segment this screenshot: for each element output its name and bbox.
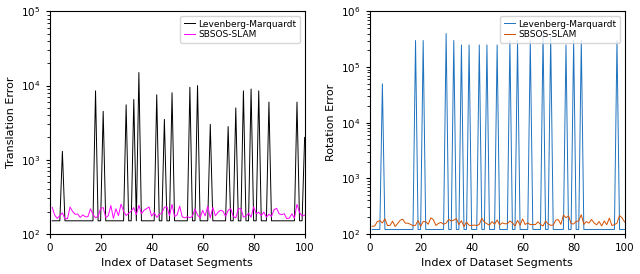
Levenberg-Marquardt: [301, 136, 308, 139]
SBSOS-SLAM: [419, 220, 427, 223]
SBSOS-SLAM: [621, 221, 628, 224]
Levenberg-Marquardt: [417, 228, 424, 231]
Levenberg-Marquardt: [283, 219, 291, 222]
SBSOS-SLAM: [293, 203, 301, 206]
SBSOS-SLAM: [99, 206, 107, 209]
X-axis label: Index of Dataset Segments: Index of Dataset Segments: [101, 258, 253, 269]
SBSOS-SLAM: [577, 213, 585, 216]
SBSOS-SLAM: [501, 222, 509, 226]
SBSOS-SLAM: [369, 225, 376, 228]
SBSOS-SLAM: [391, 225, 399, 228]
SBSOS-SLAM: [605, 216, 613, 220]
Line: SBSOS-SLAM: SBSOS-SLAM: [52, 204, 305, 219]
Y-axis label: Translation Error: Translation Error: [6, 77, 15, 169]
SBSOS-SLAM: [285, 216, 293, 220]
Levenberg-Marquardt: [603, 228, 611, 231]
SBSOS-SLAM: [613, 221, 621, 225]
Line: SBSOS-SLAM: SBSOS-SLAM: [372, 215, 625, 227]
Levenberg-Marquardt: [501, 228, 509, 231]
Levenberg-Marquardt: [442, 32, 450, 35]
Legend: Levenberg-Marquardt, SBSOS-SLAM: Levenberg-Marquardt, SBSOS-SLAM: [180, 16, 300, 43]
Line: Levenberg-Marquardt: Levenberg-Marquardt: [372, 34, 625, 229]
Levenberg-Marquardt: [427, 228, 435, 231]
SBSOS-SLAM: [204, 204, 212, 208]
Y-axis label: Rotation Error: Rotation Error: [326, 84, 335, 161]
Levenberg-Marquardt: [135, 71, 143, 74]
Line: Levenberg-Marquardt: Levenberg-Marquardt: [52, 73, 305, 221]
Levenberg-Marquardt: [49, 219, 56, 222]
SBSOS-SLAM: [429, 218, 437, 221]
Levenberg-Marquardt: [522, 228, 529, 231]
Levenberg-Marquardt: [611, 228, 618, 231]
X-axis label: Index of Dataset Segments: Index of Dataset Segments: [421, 258, 573, 269]
SBSOS-SLAM: [109, 217, 117, 220]
Levenberg-Marquardt: [369, 228, 376, 231]
SBSOS-SLAM: [301, 213, 308, 217]
SBSOS-SLAM: [522, 223, 529, 226]
Levenberg-Marquardt: [107, 219, 115, 222]
Levenberg-Marquardt: [621, 228, 628, 231]
Levenberg-Marquardt: [97, 219, 104, 222]
SBSOS-SLAM: [117, 202, 125, 206]
Levenberg-Marquardt: [202, 219, 209, 222]
SBSOS-SLAM: [49, 206, 56, 209]
SBSOS-SLAM: [184, 215, 191, 218]
SBSOS-SLAM: [63, 217, 71, 220]
Levenberg-Marquardt: [291, 219, 298, 222]
Levenberg-Marquardt: [181, 219, 189, 222]
Legend: Levenberg-Marquardt, SBSOS-SLAM: Levenberg-Marquardt, SBSOS-SLAM: [500, 16, 620, 43]
